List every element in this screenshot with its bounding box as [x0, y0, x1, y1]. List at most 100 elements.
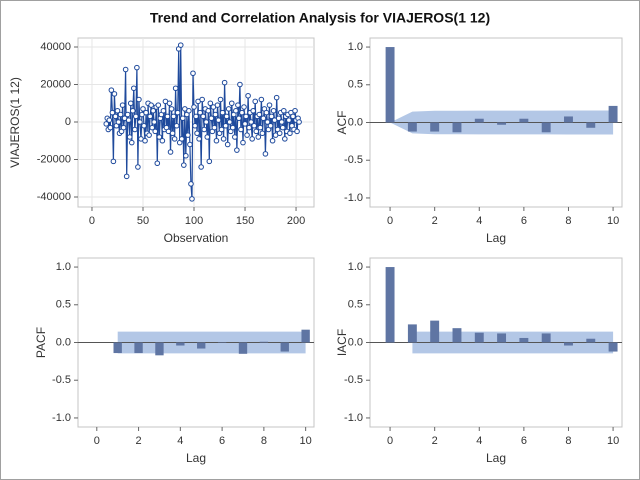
point: [183, 152, 189, 159]
point: [119, 102, 126, 108]
y-axis-label: VIAJEROS(1 12): [8, 77, 22, 168]
point: [220, 136, 227, 142]
bar: [217, 342, 227, 343]
bar: [134, 342, 143, 354]
x-tick-label: 100: [185, 215, 203, 227]
point: [185, 132, 191, 138]
point: [199, 96, 205, 103]
point: [262, 151, 269, 157]
point: [268, 113, 275, 120]
point: [147, 113, 153, 120]
point: [170, 113, 177, 120]
x-tick-label: 4: [177, 435, 183, 447]
bar: [497, 122, 507, 125]
bar: [519, 118, 529, 123]
point: [200, 113, 206, 120]
point: [276, 130, 283, 137]
point: [141, 122, 147, 129]
point: [269, 137, 276, 144]
point: [197, 109, 203, 116]
y-tick-label: -1.0: [344, 412, 363, 424]
point: [218, 126, 225, 133]
point: [150, 107, 156, 114]
point: [279, 124, 286, 131]
point: [215, 117, 222, 123]
point: [275, 115, 282, 122]
y-tick-label: 0: [65, 116, 71, 128]
point: [228, 100, 235, 107]
point: [127, 100, 134, 107]
point: [148, 102, 154, 108]
bar: [586, 338, 596, 343]
y-tick-label: -0.5: [344, 154, 363, 166]
bar: [608, 342, 618, 352]
point: [233, 107, 239, 114]
point: [120, 124, 127, 131]
point: [132, 126, 138, 133]
point: [205, 107, 212, 114]
x-tick-label: 200: [287, 215, 305, 227]
point: [214, 102, 221, 108]
point: [241, 104, 247, 110]
y-axis-label: IACF: [335, 329, 349, 356]
x-tick-label: 10: [607, 435, 619, 447]
x-axis-label: Lag: [186, 451, 206, 465]
y-axis-label: PACF: [34, 327, 48, 358]
bar: [430, 320, 440, 343]
point: [196, 136, 202, 142]
bar: [474, 332, 484, 343]
point: [164, 113, 171, 120]
y-tick-label: 20000: [40, 78, 71, 90]
point: [125, 117, 132, 123]
point: [171, 136, 178, 142]
point: [111, 91, 118, 97]
x-tick-label: 4: [476, 435, 482, 447]
bar: [259, 341, 269, 343]
point: [135, 164, 141, 170]
point: [178, 136, 185, 142]
point: [221, 79, 228, 86]
y-tick-label: 0.0: [348, 336, 363, 348]
point: [166, 100, 173, 107]
bar: [608, 105, 618, 123]
point: [114, 107, 121, 114]
point: [143, 109, 149, 116]
y-tick-label: -1.0: [52, 412, 71, 424]
point: [240, 139, 246, 146]
point: [213, 137, 220, 144]
point: [294, 128, 300, 135]
bar: [586, 122, 596, 128]
y-tick-label: -1.0: [344, 192, 363, 204]
point: [191, 104, 197, 110]
point: [292, 107, 298, 114]
point: [258, 96, 265, 103]
bar: [497, 333, 507, 343]
point: [179, 115, 186, 122]
point: [126, 134, 133, 140]
point: [212, 111, 219, 118]
point: [263, 109, 270, 116]
point: [206, 158, 213, 165]
point: [133, 113, 139, 120]
point: [273, 94, 280, 101]
point: [287, 130, 293, 137]
point: [181, 162, 187, 168]
point: [232, 134, 238, 140]
x-tick-label: 6: [521, 215, 527, 227]
point: [243, 113, 249, 120]
y-tick-label: 0.0: [56, 336, 71, 348]
x-axis-label: Lag: [486, 451, 506, 465]
point: [124, 111, 131, 118]
point: [256, 111, 263, 118]
point: [190, 70, 196, 77]
y-axis-label: ACF: [335, 111, 349, 135]
y-tick-label: 0.5: [348, 79, 363, 91]
point: [278, 119, 285, 125]
point: [296, 119, 302, 125]
point: [225, 106, 232, 112]
point: [149, 124, 155, 131]
x-axis-label: Lag: [486, 231, 506, 245]
point: [267, 122, 274, 129]
bar: [238, 342, 248, 354]
